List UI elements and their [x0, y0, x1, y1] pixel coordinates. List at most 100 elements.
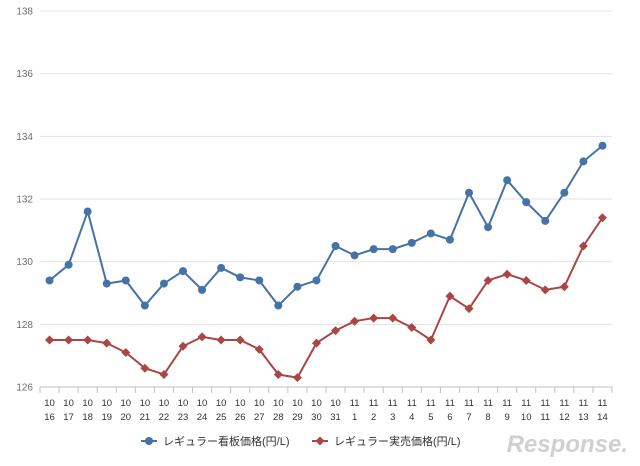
- y-tick-label: 132: [16, 195, 33, 206]
- data-point: [350, 316, 360, 326]
- y-tick-label: 128: [16, 320, 33, 331]
- x-tick-label-day: 22: [159, 412, 170, 423]
- data-point: [483, 275, 493, 285]
- x-tick-label-month: 11: [350, 398, 360, 409]
- x-tick-label-month: 10: [101, 398, 112, 409]
- legend-item-1: レギュラー看板価格(円/L): [141, 434, 290, 448]
- data-point: [64, 260, 73, 269]
- x-tick-label-month: 10: [121, 398, 132, 409]
- data-point: [274, 301, 283, 310]
- x-tick-label-day: 14: [597, 412, 608, 423]
- x-axis-ticks: 1016101710181019102010211022102310241025…: [44, 398, 608, 423]
- data-point: [311, 338, 321, 348]
- x-tick-label-month: 11: [559, 398, 569, 409]
- x-tick-label-month: 10: [273, 398, 284, 409]
- x-tick-label-month: 11: [521, 398, 531, 409]
- data-point: [521, 275, 531, 285]
- x-tick-label-day: 20: [121, 412, 132, 423]
- data-point: [445, 235, 454, 244]
- data-point: [235, 335, 245, 345]
- data-point: [216, 335, 226, 345]
- data-point: [292, 373, 302, 383]
- legend-label: レギュラー看板価格(円/L): [163, 434, 290, 448]
- x-tick-label-month: 10: [216, 398, 227, 409]
- data-point: [102, 279, 111, 288]
- x-tick-label-day: 28: [273, 412, 284, 423]
- x-tick-label-month: 10: [254, 398, 265, 409]
- data-point: [445, 291, 455, 301]
- x-tick-label-month: 10: [44, 398, 55, 409]
- y-tick-label: 130: [16, 257, 33, 268]
- x-tick-label-month: 11: [598, 398, 608, 409]
- y-tick-label: 138: [16, 7, 33, 18]
- x-tick-label-month: 10: [140, 398, 151, 409]
- data-point: [560, 188, 569, 197]
- legend-item-2: レギュラー実売価格(円/L): [312, 434, 461, 448]
- x-tick-label-day: 3: [390, 412, 395, 423]
- data-point: [407, 322, 417, 332]
- data-point: [407, 238, 416, 247]
- legend-label: レギュラー実売価格(円/L): [334, 434, 461, 448]
- series-2: [45, 213, 607, 383]
- x-tick-label-day: 29: [292, 412, 303, 423]
- data-point: [145, 437, 153, 445]
- x-tick-label-month: 10: [159, 398, 170, 409]
- data-point: [140, 301, 149, 310]
- x-tick-label-day: 2: [371, 412, 376, 423]
- data-point: [578, 241, 588, 251]
- series-1: [45, 141, 607, 310]
- data-point: [502, 269, 512, 279]
- x-axis: [39, 386, 613, 393]
- y-tick-label: 134: [16, 132, 33, 143]
- data-point: [83, 335, 93, 345]
- x-tick-label-day: 4: [409, 412, 414, 423]
- x-tick-label-day: 31: [330, 412, 341, 423]
- data-point: [293, 282, 302, 291]
- data-point: [598, 141, 607, 150]
- x-tick-label-day: 13: [578, 412, 589, 423]
- data-point: [484, 223, 493, 232]
- x-tick-label-month: 11: [483, 398, 493, 409]
- watermark-logo: Response.: [507, 431, 628, 458]
- x-tick-label-month: 10: [197, 398, 208, 409]
- x-tick-label-month: 11: [464, 398, 474, 409]
- x-tick-label-month: 11: [445, 398, 455, 409]
- data-point: [255, 276, 264, 285]
- data-point: [178, 341, 188, 351]
- data-point: [369, 313, 379, 323]
- x-tick-label-day: 30: [311, 412, 322, 423]
- series-line: [49, 217, 604, 379]
- data-point: [426, 229, 435, 238]
- data-point: [198, 285, 207, 294]
- x-tick-label-day: 24: [197, 412, 208, 423]
- data-point: [465, 188, 473, 197]
- y-tick-label: 126: [16, 383, 33, 394]
- data-point: [331, 326, 341, 336]
- data-point: [350, 251, 359, 260]
- data-point: [64, 335, 74, 345]
- x-tick-label-day: 12: [559, 412, 570, 423]
- data-point: [597, 213, 607, 223]
- x-tick-label-month: 10: [178, 398, 189, 409]
- data-point: [102, 338, 112, 348]
- data-point: [121, 348, 131, 358]
- x-tick-label-day: 9: [504, 412, 509, 423]
- x-tick-label-day: 5: [428, 412, 433, 423]
- x-tick-label-month: 10: [82, 398, 93, 409]
- data-point: [369, 245, 378, 254]
- x-tick-label-day: 19: [101, 412, 112, 423]
- series-line: [48, 144, 604, 307]
- x-tick-label-month: 10: [311, 398, 322, 409]
- data-point: [426, 335, 436, 345]
- x-tick-label-month: 11: [502, 398, 512, 409]
- data-point: [559, 282, 569, 292]
- x-tick-label-month: 11: [578, 398, 588, 409]
- x-tick-label-day: 1: [352, 412, 357, 423]
- data-point: [236, 273, 245, 282]
- data-point: [540, 285, 550, 295]
- x-tick-label-month: 11: [388, 398, 398, 409]
- x-tick-label-month: 11: [540, 398, 550, 409]
- data-point: [45, 335, 55, 345]
- x-tick-label-day: 8: [485, 412, 490, 423]
